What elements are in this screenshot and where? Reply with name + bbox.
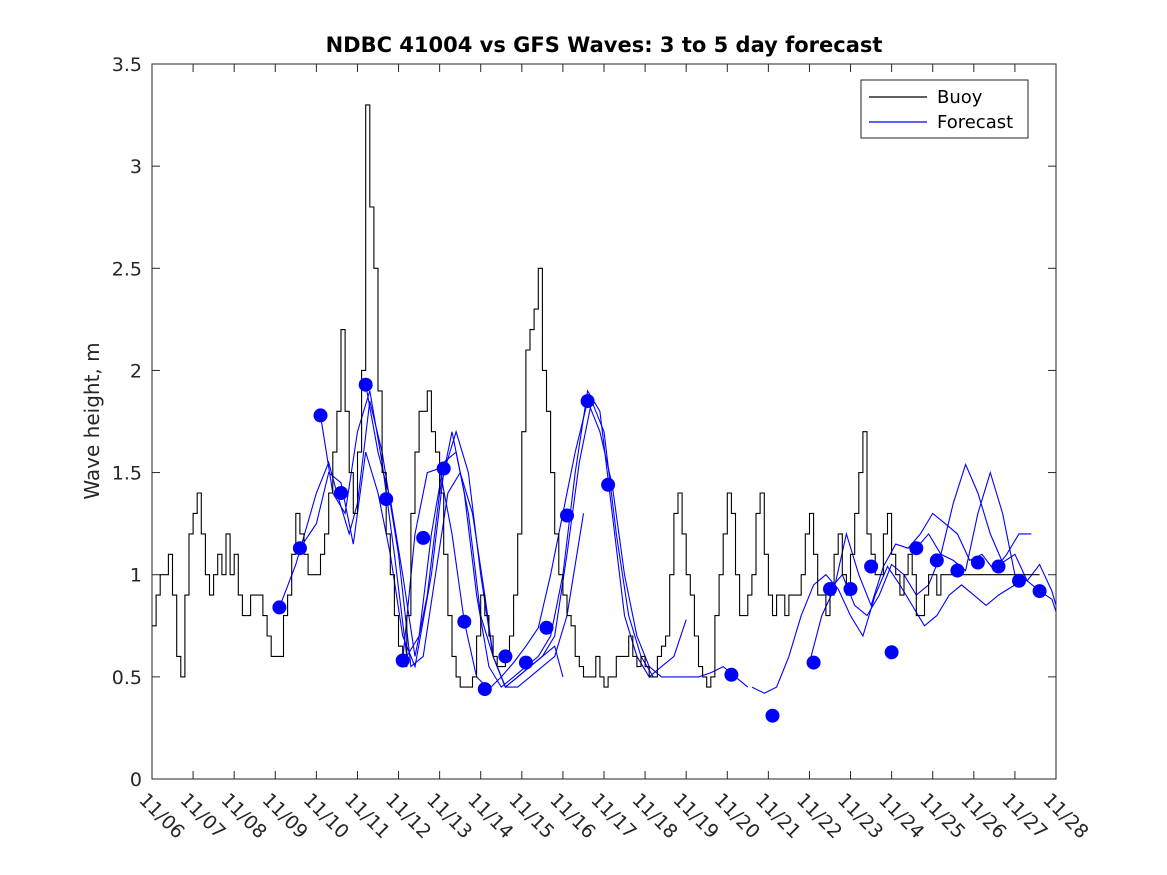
- forecast-point: [416, 530, 431, 545]
- forecast-points: [272, 377, 1047, 723]
- forecast-point: [395, 653, 410, 668]
- legend-buoy-label: Buoy: [937, 87, 983, 108]
- forecast-point: [991, 559, 1006, 574]
- forecast-point: [580, 394, 595, 409]
- y-axis: 0 0.5 1 1.5 2 2.5 3 3.5: [112, 54, 1056, 791]
- forecast-point: [864, 559, 879, 574]
- y-tick-label: 1.5: [112, 463, 142, 485]
- chart-title: NDBC 41004 vs GFS Waves: 3 to 5 day fore…: [326, 33, 883, 57]
- forecast-series-line: [319, 390, 654, 689]
- forecast-point: [292, 541, 307, 556]
- buoy-series-line: [152, 104, 1040, 688]
- forecast-series-line: [829, 462, 1057, 617]
- forecast-point: [929, 553, 944, 568]
- forecast-point: [765, 708, 780, 723]
- forecast-point: [272, 600, 287, 615]
- forecast-point: [1032, 584, 1047, 599]
- forecast-point: [379, 492, 394, 507]
- y-tick-label: 1: [130, 565, 142, 587]
- forecast-point: [518, 655, 533, 670]
- forecast-point: [970, 555, 985, 570]
- forecast-point: [539, 620, 554, 635]
- y-tick-label: 2: [130, 360, 142, 382]
- forecast-point: [436, 461, 451, 476]
- y-tick-label: 0: [130, 769, 142, 791]
- axes-box: [151, 63, 1057, 780]
- forecast-point: [950, 563, 965, 578]
- forecast-point: [358, 377, 373, 392]
- y-axis-label: Wave height, m: [80, 342, 104, 499]
- forecast-point: [560, 508, 574, 523]
- forecast-point: [498, 649, 513, 664]
- forecast-point: [601, 477, 616, 492]
- legend: Buoy Forecast: [860, 79, 1029, 139]
- y-tick-label: 2.5: [112, 258, 142, 280]
- plot-area: 00.511.522.533.5 11/0611/0711/0811/0911/…: [112, 54, 1093, 843]
- forecast-point: [313, 408, 328, 423]
- forecast-series-line: [751, 565, 1016, 694]
- forecast-series-line: [402, 399, 749, 690]
- legend-forecast-label: Forecast: [937, 112, 1013, 133]
- y-tick-label: 3.5: [112, 54, 142, 76]
- forecast-point: [909, 541, 924, 556]
- forecast-point: [806, 655, 821, 670]
- forecast-point: [1012, 573, 1026, 588]
- forecast-point: [724, 667, 739, 682]
- y-tick-label: 3: [130, 156, 142, 178]
- forecast-point: [457, 614, 472, 629]
- forecast-point: [334, 486, 348, 500]
- y-tick-label: 0.5: [112, 667, 142, 689]
- forecast-point: [477, 682, 492, 697]
- forecast-point: [843, 582, 858, 596]
- forecast-point: [884, 645, 899, 660]
- legend-box: [860, 79, 1029, 139]
- forecast-point: [823, 582, 837, 596]
